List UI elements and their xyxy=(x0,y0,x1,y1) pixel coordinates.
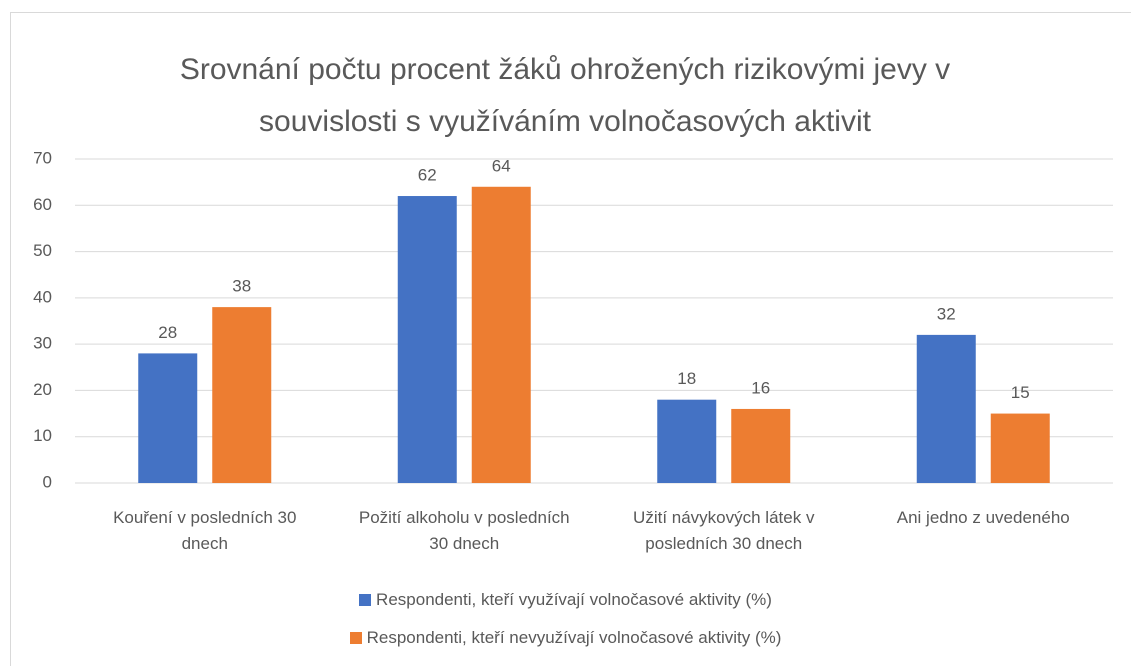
x-tick-label: Užití návykových látek v posledních 30 d… xyxy=(633,508,815,553)
data-label: 15 xyxy=(1011,383,1030,402)
y-tick-label: 30 xyxy=(33,334,52,353)
bar xyxy=(731,408,791,483)
y-tick-label: 0 xyxy=(43,472,52,491)
chart-border xyxy=(10,12,1131,666)
legend-entry: Respondenti, kteří nevyužívají volnočaso… xyxy=(0,628,1131,648)
data-label: 38 xyxy=(232,277,251,296)
legend-label: Respondenti, kteří nevyužívají volnočaso… xyxy=(366,628,782,647)
y-tick-label: 20 xyxy=(33,380,52,399)
x-tick-label: Kouření v posledních 30 dnech xyxy=(113,508,297,553)
legend-label: Respondenti, kteří využívají volnočasové… xyxy=(376,590,772,609)
data-label: 32 xyxy=(937,304,956,323)
bar xyxy=(397,196,457,483)
bar xyxy=(471,186,531,483)
y-tick-label: 60 xyxy=(33,195,52,214)
bar xyxy=(657,399,717,483)
data-label: 28 xyxy=(158,323,177,342)
chart-title: Srovnání počtu procent žáků ohrožených r… xyxy=(179,53,951,138)
bar xyxy=(212,307,272,483)
x-tick-label: Požití alkoholu v posledních 30 dnech xyxy=(358,508,570,553)
data-label: 16 xyxy=(751,378,770,397)
y-tick-label: 50 xyxy=(33,241,52,260)
y-tick-label: 70 xyxy=(33,148,52,167)
legend-swatch xyxy=(349,632,362,644)
y-tick-label: 10 xyxy=(33,426,52,445)
data-label: 18 xyxy=(677,369,696,388)
bar xyxy=(138,353,198,483)
data-label: 64 xyxy=(492,156,511,175)
legend-swatch xyxy=(359,594,372,606)
data-label: 62 xyxy=(418,166,437,185)
bar xyxy=(990,413,1050,483)
y-tick-label: 40 xyxy=(33,287,52,306)
legend-entry: Respondenti, kteří využívají volnočasové… xyxy=(0,590,1131,610)
x-tick-label: Ani jedno z uvedeného xyxy=(896,508,1070,527)
bar xyxy=(916,334,976,483)
